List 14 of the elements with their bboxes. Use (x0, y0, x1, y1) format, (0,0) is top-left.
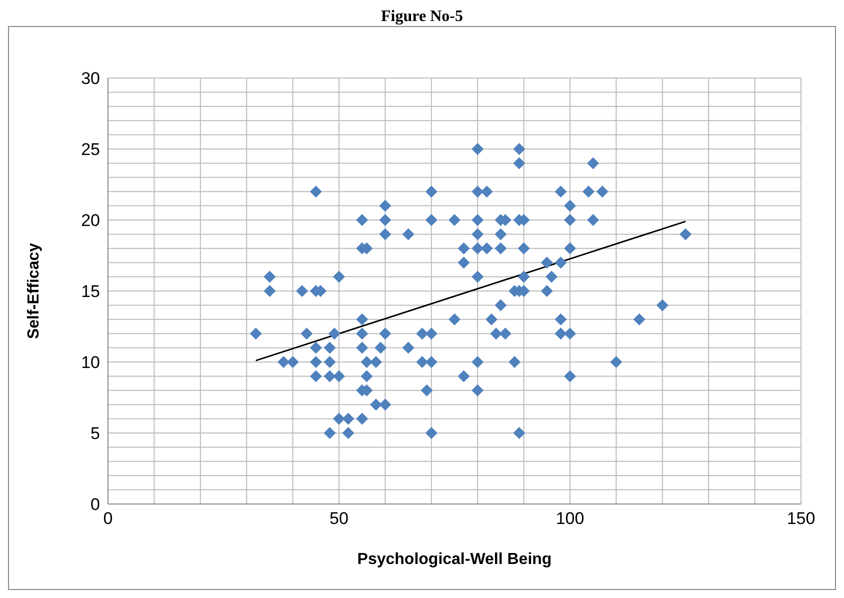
y-tick-label: 15 (81, 282, 100, 302)
x-axis-title: Psychological-Well Being (357, 551, 552, 568)
x-tick-label: 0 (103, 509, 113, 528)
y-tick-label: 20 (81, 211, 100, 230)
x-tick-label: 50 (330, 509, 348, 528)
y-axis-title: Self-Efficacy (26, 242, 43, 340)
x-tick-label: 150 (786, 509, 816, 528)
y-tick-label: 25 (81, 140, 100, 160)
chart-title: Figure No-5 (380, 8, 464, 26)
y-tick-label: 5 (90, 424, 100, 444)
y-tick-label: 30 (81, 69, 100, 88)
x-tick-label: 100 (556, 509, 584, 528)
y-tick-label: 10 (81, 353, 100, 372)
y-tick-label: 0 (90, 495, 100, 514)
